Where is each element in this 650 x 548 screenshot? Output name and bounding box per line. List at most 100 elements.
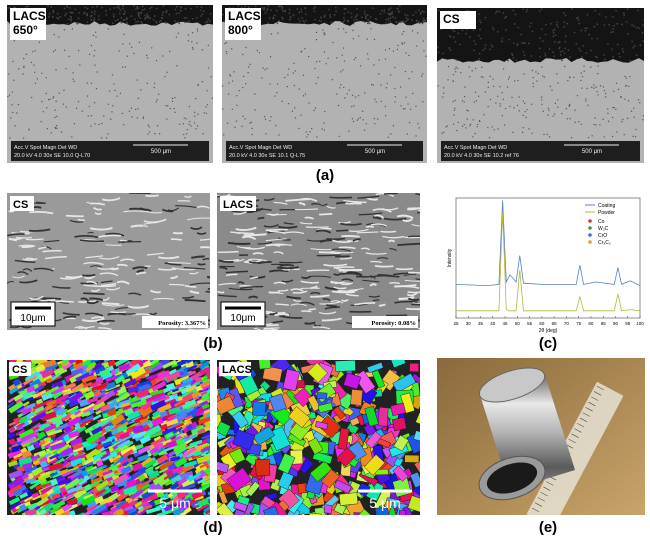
grain bbox=[30, 360, 47, 366]
splat-boundary bbox=[7, 233, 25, 237]
pore bbox=[370, 84, 373, 86]
splat-boundary bbox=[278, 237, 291, 241]
speck bbox=[437, 9, 440, 12]
grain bbox=[350, 389, 364, 406]
pore bbox=[284, 76, 286, 79]
pore bbox=[378, 73, 380, 75]
speck bbox=[387, 19, 390, 22]
grain bbox=[169, 455, 178, 461]
splat-boundary bbox=[199, 238, 210, 241]
pore bbox=[121, 112, 124, 115]
speck bbox=[165, 10, 168, 12]
grain bbox=[145, 506, 161, 515]
pore bbox=[402, 108, 405, 110]
grain bbox=[110, 413, 125, 427]
splat-boundary bbox=[330, 250, 354, 254]
speck bbox=[517, 26, 519, 29]
grain bbox=[40, 391, 53, 401]
x-tick-label: 75 bbox=[576, 321, 582, 326]
speck bbox=[383, 9, 386, 11]
pore bbox=[251, 127, 253, 129]
pore bbox=[234, 126, 236, 128]
speck bbox=[90, 14, 93, 17]
speck bbox=[522, 51, 525, 53]
splat-boundary bbox=[365, 225, 375, 228]
splat-boundary bbox=[77, 218, 85, 221]
splat-boundary bbox=[175, 205, 197, 209]
speck bbox=[632, 47, 634, 49]
speck bbox=[615, 9, 617, 12]
pore bbox=[607, 112, 609, 114]
speck bbox=[281, 6, 284, 8]
pore bbox=[476, 126, 478, 128]
speck bbox=[563, 21, 566, 24]
speck bbox=[508, 38, 510, 41]
speck bbox=[548, 48, 551, 50]
pore bbox=[556, 73, 558, 75]
splat-boundary bbox=[330, 280, 345, 284]
speck bbox=[91, 11, 93, 13]
ruler-tick bbox=[531, 507, 540, 513]
pore bbox=[207, 67, 210, 69]
pore bbox=[454, 68, 456, 70]
pore bbox=[593, 84, 595, 86]
splat-boundary bbox=[33, 267, 54, 272]
pore bbox=[406, 133, 408, 135]
grain bbox=[65, 510, 76, 515]
speck bbox=[419, 12, 422, 15]
grain bbox=[32, 401, 48, 410]
splat-boundary bbox=[389, 248, 397, 251]
grain bbox=[203, 408, 210, 414]
grain bbox=[106, 408, 117, 416]
pore bbox=[628, 85, 630, 88]
grain bbox=[238, 374, 259, 396]
speck bbox=[244, 5, 246, 8]
pore bbox=[71, 28, 73, 30]
grain bbox=[90, 482, 101, 489]
grain bbox=[200, 476, 210, 486]
pore bbox=[22, 73, 24, 75]
speck bbox=[448, 34, 451, 37]
pore bbox=[595, 86, 597, 88]
pore bbox=[158, 93, 160, 95]
splat-boundary bbox=[218, 282, 236, 286]
speck bbox=[52, 16, 54, 18]
splat-boundary bbox=[241, 235, 257, 241]
pore bbox=[552, 115, 554, 117]
speck bbox=[626, 8, 629, 10]
speck bbox=[228, 6, 231, 9]
pore bbox=[159, 133, 161, 135]
grain bbox=[199, 360, 210, 364]
grain bbox=[150, 389, 163, 396]
pore bbox=[340, 84, 342, 86]
speck bbox=[622, 50, 625, 53]
speck bbox=[584, 27, 586, 30]
grain bbox=[63, 383, 76, 390]
splat-boundary bbox=[130, 224, 143, 228]
databar-text: 20.0 kV 4.0 30x SE 10.2 ref 76 bbox=[444, 153, 519, 159]
pore bbox=[357, 118, 359, 120]
speck bbox=[202, 10, 205, 13]
pore bbox=[573, 76, 575, 78]
speck bbox=[57, 17, 60, 20]
pore bbox=[62, 103, 64, 105]
pore bbox=[73, 123, 76, 125]
splat-boundary bbox=[22, 258, 38, 261]
pore bbox=[196, 30, 199, 32]
grain bbox=[25, 477, 37, 484]
x-tick-label: 50 bbox=[515, 321, 521, 326]
splat-boundary bbox=[358, 212, 383, 216]
pore bbox=[583, 70, 585, 72]
splat-boundary bbox=[306, 239, 326, 242]
pore bbox=[315, 82, 317, 85]
splat-boundary bbox=[319, 239, 339, 243]
pore bbox=[623, 134, 625, 136]
speck bbox=[385, 22, 387, 24]
grain bbox=[37, 496, 49, 507]
grain bbox=[218, 490, 229, 505]
splat-boundary bbox=[218, 259, 234, 264]
grain bbox=[100, 437, 113, 445]
splat-boundary bbox=[352, 238, 361, 242]
speck bbox=[135, 21, 137, 23]
pore bbox=[483, 114, 485, 116]
